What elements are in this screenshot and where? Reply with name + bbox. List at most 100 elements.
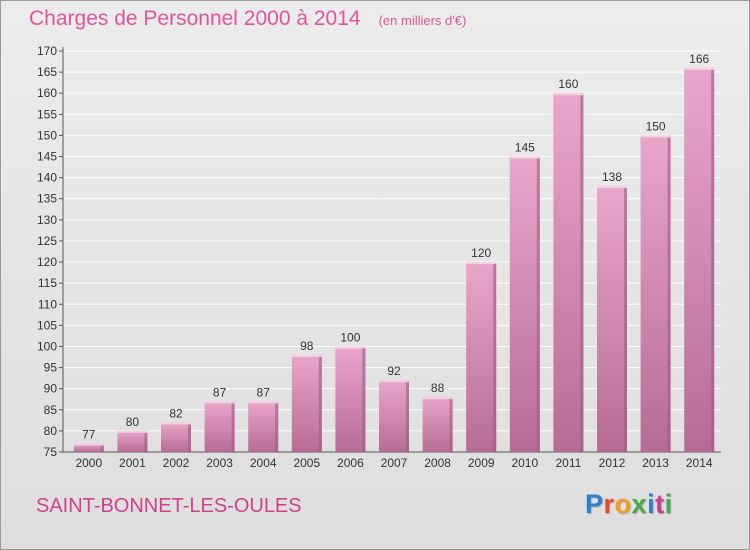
bar (161, 422, 191, 452)
bar (73, 443, 104, 452)
bar-shade (493, 262, 497, 452)
bar-top-edge (248, 401, 279, 404)
bar-top-edge (73, 443, 104, 446)
x-tick-label: 2014 (686, 456, 713, 470)
bar-shade (667, 135, 671, 452)
bar-top-edge (379, 380, 409, 383)
bar (335, 346, 366, 452)
y-tick-label: 95 (44, 361, 58, 375)
x-tick-label: 2002 (163, 456, 190, 470)
x-tick-label: 2003 (206, 456, 233, 470)
y-tick-label: 75 (44, 445, 58, 459)
bars (73, 67, 715, 453)
bar-shade (231, 401, 235, 452)
value-label: 145 (515, 141, 535, 155)
value-label: 77 (82, 428, 96, 442)
commune-name: SAINT-BONNET-LES-OULES (36, 495, 302, 517)
y-tick-label: 160 (37, 86, 57, 100)
x-tick-label: 2000 (75, 456, 102, 470)
bar (204, 401, 235, 452)
x-tick-label: 2001 (119, 456, 146, 470)
y-tick-label: 130 (37, 213, 57, 227)
bar (422, 397, 453, 452)
y-tick-label: 170 (37, 44, 57, 58)
title-block: Charges de Personnel 2000 à 2014 (en mil… (29, 7, 466, 31)
logo-letter: P (585, 489, 604, 519)
bar (640, 135, 671, 452)
bar-shade (580, 93, 584, 453)
value-label: 100 (340, 330, 360, 344)
bar-top-edge (335, 346, 366, 349)
y-tick-label: 80 (44, 424, 58, 438)
logo-letter: t (655, 489, 665, 519)
bar-top-edge (291, 354, 322, 357)
x-tick-label: 2012 (599, 456, 626, 470)
bar-shade (100, 443, 104, 452)
y-tick-label: 155 (37, 107, 57, 121)
y-tick-label: 115 (38, 276, 57, 290)
bar-top-edge (466, 262, 497, 265)
bar-shade (188, 422, 191, 452)
value-label: 160 (558, 77, 578, 91)
bar (466, 262, 497, 452)
bar (248, 401, 279, 452)
y-tick-label: 120 (37, 255, 57, 269)
bar (597, 186, 627, 453)
value-label: 166 (689, 52, 709, 66)
bar-top-edge (684, 67, 715, 70)
x-tick-label: 2007 (381, 456, 408, 470)
value-label: 82 (169, 406, 183, 420)
x-tick-label: 2004 (250, 456, 277, 470)
proxiti-logo[interactable]: Proxiti (585, 489, 673, 520)
y-tick-label: 90 (44, 382, 58, 396)
logo-letter: i (647, 489, 656, 519)
bar-shade (144, 430, 148, 452)
logo-letter: o (614, 489, 632, 519)
y-tick-label: 125 (37, 234, 57, 248)
x-tick-label: 2005 (293, 456, 320, 470)
x-tick-labels: 2000 2001 2002 2003 2004 2005 2006 2007 2008 2009… (75, 456, 712, 470)
bar-top-edge (161, 422, 191, 425)
logo-letter: x (631, 489, 648, 519)
value-label: 120 (471, 246, 491, 260)
bar-shade (362, 346, 366, 452)
value-labels: 77 80 82 87 87 98 100 92 88 120 145 160 138 150 166 (82, 52, 709, 442)
bar-shade (536, 156, 540, 453)
bar-top-edge (553, 93, 584, 96)
bar-top-edge (597, 186, 627, 189)
bar (553, 93, 584, 453)
x-tick-label: 2008 (424, 456, 451, 470)
bar-top-edge (509, 156, 540, 159)
y-tick-label: 110 (38, 297, 57, 311)
bar-top-edge (204, 401, 235, 404)
value-label: 98 (300, 339, 314, 353)
bar-shade (449, 397, 453, 452)
value-label: 87 (213, 385, 227, 399)
bar-shade (318, 354, 322, 452)
bar (509, 156, 540, 453)
x-tick-label: 2011 (555, 456, 581, 470)
y-tick-label: 145 (37, 150, 57, 164)
x-tick-label: 2009 (468, 456, 495, 470)
value-label: 88 (431, 381, 445, 395)
value-label: 87 (257, 385, 271, 399)
chart-title: Charges de Personnel 2000 à 2014 (29, 7, 361, 30)
y-tick-label: 100 (37, 339, 57, 353)
bar-top-edge (640, 135, 671, 138)
value-label: 150 (646, 119, 666, 133)
y-tick-label: 135 (37, 192, 57, 206)
x-tick-label: 2006 (337, 456, 364, 470)
value-label: 92 (387, 364, 401, 378)
x-tick-label: 2013 (642, 456, 669, 470)
logo-letter: r (603, 489, 615, 519)
bar-shade (406, 380, 409, 452)
y-tick-label: 85 (44, 403, 58, 417)
bar-top-edge (117, 430, 148, 433)
bar-shade (711, 67, 715, 452)
y-tick-label: 150 (37, 128, 57, 142)
x-tick-label: 2010 (511, 456, 538, 470)
bar-shade (624, 186, 627, 453)
bar-top-edge (422, 397, 453, 400)
